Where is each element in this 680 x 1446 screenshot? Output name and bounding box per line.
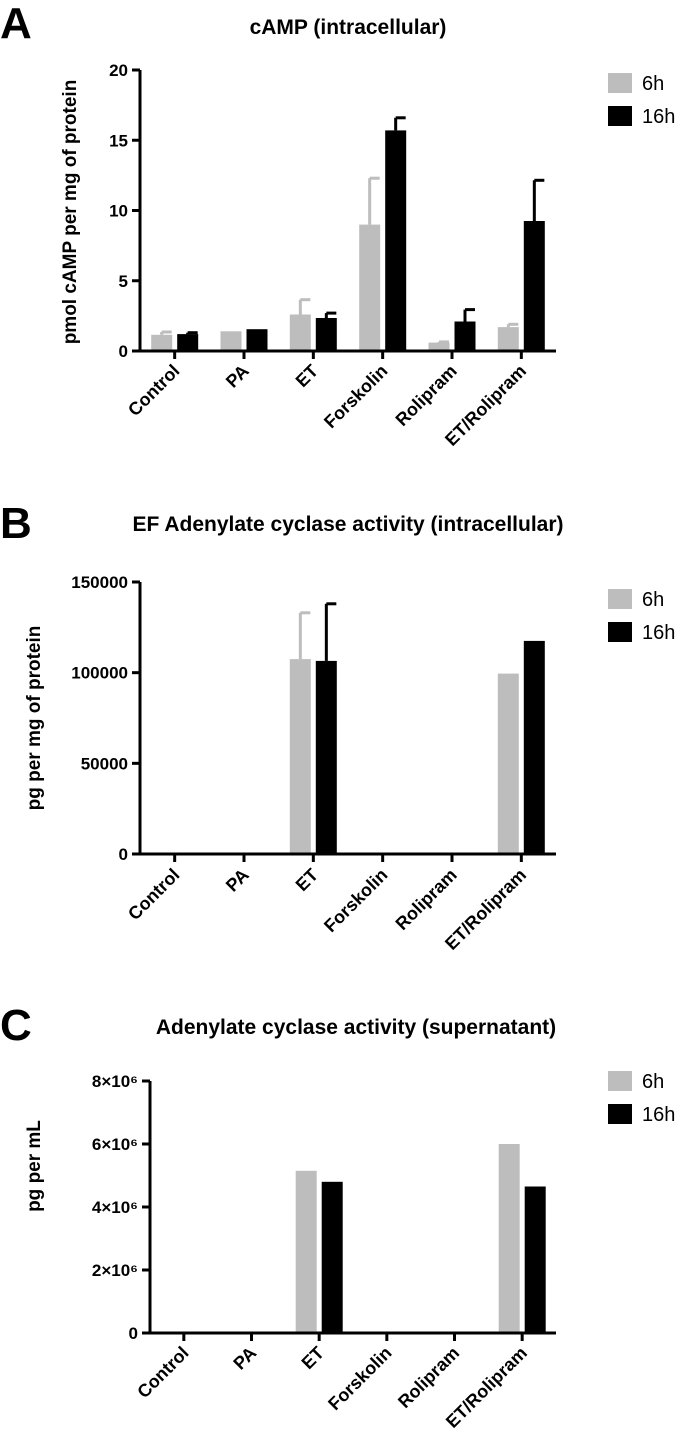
x-tick-label-b-5: Rolipram — [392, 865, 461, 934]
x-tick-label-a-4: Forskolin — [320, 361, 391, 432]
x-tick-label-c-3: ET — [298, 1343, 328, 1373]
bar-b-16h-6 — [523, 640, 545, 854]
y-tick-label-b-4: 150000 — [71, 573, 128, 592]
x-tick-label-c-1: Control — [133, 1343, 192, 1402]
y-tick-label-c-1: 0 — [129, 1324, 138, 1343]
y-tick-label-b-2: 50000 — [81, 754, 128, 773]
legend-label-16h: 16h — [642, 106, 675, 128]
legend-swatch-6h — [608, 589, 632, 609]
x-tick-label-b-4: Forskolin — [320, 865, 391, 936]
bar-a-6h-3 — [289, 314, 311, 351]
x-tick-label-c-2: PA — [229, 1343, 260, 1374]
legend-swatch-16h — [608, 106, 632, 126]
bar-c-6h-6 — [498, 1144, 520, 1333]
x-tick-label-a-2: PA — [222, 361, 253, 392]
x-tick-label-a-3: ET — [292, 361, 322, 391]
y-tick-label-c-5: 8×10⁶ — [92, 1072, 138, 1091]
y-tick-label-b-1: 0 — [119, 845, 128, 864]
y-tick-label-a-5: 20 — [109, 61, 128, 80]
bar-a-16h-3 — [315, 318, 337, 351]
legend-label-6h: 6h — [642, 73, 664, 95]
y-axis-label-b: pg per mg of protein — [24, 626, 45, 811]
legend-b: 6h 16h — [608, 589, 675, 644]
bar-a-16h-4 — [385, 130, 407, 351]
bar-b-6h-3 — [289, 659, 311, 854]
y-tick-label-c-4: 6×10⁶ — [92, 1135, 138, 1154]
legend-swatch-16h — [608, 622, 632, 642]
bar-a-16h-1 — [177, 334, 199, 351]
legend-c: 6h 16h — [608, 1071, 675, 1126]
x-tick-label-b-2: PA — [222, 865, 253, 896]
bar-a-6h-4 — [359, 224, 381, 351]
bar-a-16h-2 — [246, 329, 268, 351]
bar-b-16h-3 — [315, 660, 337, 854]
legend-swatch-6h — [608, 1071, 632, 1091]
panel-b: B EF Adenylate cyclase activity (intrace… — [0, 499, 675, 954]
y-tick-label-a-1: 0 — [119, 342, 128, 361]
legend-swatch-16h — [608, 1104, 632, 1124]
x-tick-label-a-5: Rolipram — [392, 361, 461, 430]
y-tick-label-a-3: 10 — [109, 202, 128, 221]
panel-letter-c: C — [0, 1001, 32, 1050]
legend-swatch-6h — [608, 73, 632, 93]
bar-a-6h-1 — [151, 334, 173, 351]
y-tick-label-c-2: 2×10⁶ — [92, 1261, 138, 1280]
bar-a-6h-5 — [428, 342, 450, 351]
bar-c-16h-6 — [524, 1186, 546, 1333]
y-tick-label-b-3: 100000 — [71, 664, 128, 683]
legend-label-16h: 16h — [642, 622, 675, 644]
x-tick-label-a-1: Control — [124, 361, 183, 420]
bar-b-6h-6 — [497, 673, 519, 854]
y-tick-label-a-4: 15 — [109, 131, 128, 150]
plot-area-c: 0 2×10⁶ 4×10⁶ 6×10⁶ 8×10⁶ Control PA ETForskoli… — [92, 1072, 556, 1432]
bar-a-16h-5 — [454, 321, 476, 351]
chart-title-a: cAMP (intracellular) — [250, 16, 447, 39]
x-tick-label-b-3: ET — [292, 865, 322, 895]
panel-a: A cAMP (intracellular) pmol cAMP per mg … — [0, 0, 675, 450]
bar-a-6h-6 — [497, 327, 519, 351]
legend-a: 6h 16h — [608, 73, 675, 128]
bar-c-16h-3 — [321, 1181, 343, 1333]
x-tick-label-b-1: Control — [124, 865, 183, 924]
x-tick-label-c-5: Rolipram — [394, 1343, 463, 1412]
bar-a-16h-6 — [523, 221, 545, 351]
y-tick-label-c-3: 4×10⁶ — [92, 1198, 138, 1217]
y-axis-label-c: pg per mL — [24, 1120, 45, 1212]
legend-label-6h: 6h — [642, 589, 664, 611]
legend-label-16h: 16h — [642, 1104, 675, 1126]
panel-letter-a: A — [0, 0, 32, 48]
chart-title-b: EF Adenylate cyclase activity (intracell… — [132, 513, 563, 536]
legend-label-6h: 6h — [642, 1071, 664, 1093]
x-tick-label-c-4: Forskolin — [324, 1343, 395, 1414]
chart-title-c: Adenylate cyclase activity (supernatant) — [156, 1016, 556, 1039]
panel-c: C Adenylate cyclase activity (supernatan… — [0, 1001, 675, 1432]
bar-a-6h-2 — [220, 331, 242, 351]
y-tick-label-a-2: 5 — [119, 272, 128, 291]
y-axis-label-a: pmol cAMP per mg of protein — [60, 80, 81, 345]
panel-letter-b: B — [0, 499, 32, 548]
bar-c-6h-3 — [295, 1170, 317, 1333]
